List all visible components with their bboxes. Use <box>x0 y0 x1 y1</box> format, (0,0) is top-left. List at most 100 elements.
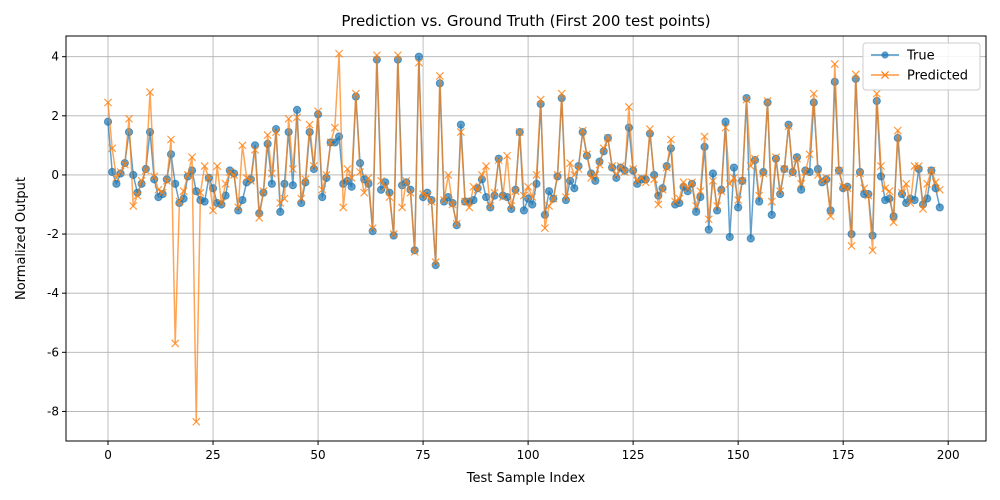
data-point-predicted <box>624 102 633 111</box>
data-point-predicted <box>124 114 134 123</box>
data-point-predicted <box>498 193 507 202</box>
data-point-predicted <box>448 200 457 209</box>
data-point-predicted <box>255 213 264 222</box>
data-point-predicted <box>553 170 562 179</box>
data-point-predicted <box>881 184 890 193</box>
data-point-predicted <box>578 126 587 135</box>
data-point-predicted <box>385 193 394 202</box>
data-point-predicted <box>154 185 163 194</box>
y-tick-label: -2 <box>47 227 59 241</box>
data-point-predicted <box>423 191 432 200</box>
data-point-predicted <box>452 219 461 228</box>
legend-marker-predicted <box>880 70 890 80</box>
data-point-predicted <box>713 201 722 211</box>
data-point-predicted <box>612 170 621 179</box>
data-point-predicted <box>393 51 402 60</box>
data-point-true <box>528 200 537 209</box>
data-point-predicted <box>725 179 734 188</box>
data-point-predicted <box>427 197 436 206</box>
data-point-true <box>456 120 465 129</box>
data-point-true <box>935 203 944 212</box>
y-tick-label: -4 <box>47 286 59 300</box>
data-point-predicted <box>196 188 205 197</box>
data-point-predicted <box>662 163 671 172</box>
data-point-predicted <box>868 246 877 255</box>
data-point-predicted <box>221 179 230 188</box>
data-point-true <box>692 207 701 216</box>
data-point-predicted <box>528 193 537 202</box>
data-point-true <box>746 234 755 243</box>
data-point-predicted <box>251 145 260 154</box>
data-point-predicted <box>188 153 197 162</box>
y-tick-label: 2 <box>51 109 59 123</box>
data-point-predicted <box>843 184 852 193</box>
data-point-predicted <box>473 185 482 194</box>
data-point-true <box>755 197 764 206</box>
data-point-predicted <box>826 212 835 221</box>
data-point-predicted <box>574 165 583 174</box>
data-point-predicted <box>813 170 822 179</box>
data-point-predicted <box>641 178 650 187</box>
data-point-predicted <box>305 120 314 129</box>
data-point-predicted <box>272 128 281 137</box>
y-axis-title: Normalized Output <box>14 177 29 300</box>
data-point-predicted <box>162 176 171 185</box>
data-point-predicted <box>364 173 373 182</box>
data-point-true <box>376 185 386 194</box>
data-point-predicted <box>784 122 793 131</box>
data-point-predicted <box>309 162 318 171</box>
data-point-predicted <box>490 188 499 197</box>
data-point-predicted <box>435 71 444 80</box>
data-point-predicted <box>771 153 780 162</box>
data-point-predicted <box>889 218 898 227</box>
data-point-predicted <box>851 70 860 79</box>
data-point-predicted <box>381 182 390 191</box>
data-point-predicted <box>557 89 566 98</box>
x-tick-label: 125 <box>622 448 645 462</box>
data-point-predicted <box>175 197 184 206</box>
data-point-predicted <box>818 176 827 185</box>
data-point-predicted <box>141 166 150 175</box>
data-point-predicted <box>398 203 407 212</box>
data-point-predicted <box>914 162 923 171</box>
series-predicted <box>103 49 944 426</box>
data-point-predicted <box>414 58 423 67</box>
data-point-predicted <box>230 170 239 179</box>
data-point-predicted <box>372 51 381 60</box>
legend-marker-true <box>881 51 889 59</box>
data-point-predicted <box>402 176 411 185</box>
data-point-predicted <box>671 197 680 206</box>
data-point-true <box>704 225 713 234</box>
data-point-predicted <box>830 60 839 69</box>
data-point-predicted <box>599 144 608 153</box>
data-point-predicted <box>389 230 398 239</box>
data-point-predicted <box>431 258 440 267</box>
data-point-predicted <box>876 162 886 171</box>
data-point-predicted <box>486 201 495 211</box>
data-point-predicted <box>603 133 612 143</box>
data-point-predicted <box>561 193 570 202</box>
data-point-predicted <box>524 182 533 191</box>
data-point-predicted <box>103 98 113 107</box>
data-point-predicted <box>570 170 579 179</box>
data-point-predicted <box>696 187 705 196</box>
data-point-predicted <box>750 154 759 163</box>
data-point-true <box>288 181 297 190</box>
data-point-predicted <box>532 170 541 179</box>
data-point-predicted <box>650 175 659 184</box>
data-point-true <box>797 185 806 194</box>
data-point-predicted <box>120 160 129 169</box>
data-point-predicted <box>322 170 331 179</box>
data-point-predicted <box>687 178 696 187</box>
data-point-predicted <box>759 169 768 178</box>
data-point-predicted <box>225 167 234 177</box>
data-point-predicted <box>469 182 478 191</box>
data-point-predicted <box>179 187 188 196</box>
data-point-true <box>734 203 743 212</box>
data-point-predicted <box>897 188 907 197</box>
data-point-predicted <box>410 247 419 256</box>
data-point-predicted <box>280 194 289 203</box>
data-point-predicted <box>288 165 297 174</box>
data-point-predicted <box>368 224 377 233</box>
tick-layer: 0 25 50 75 100 125 150 175 200 -8 -6 -4 -2 0 2 4 <box>47 50 960 462</box>
